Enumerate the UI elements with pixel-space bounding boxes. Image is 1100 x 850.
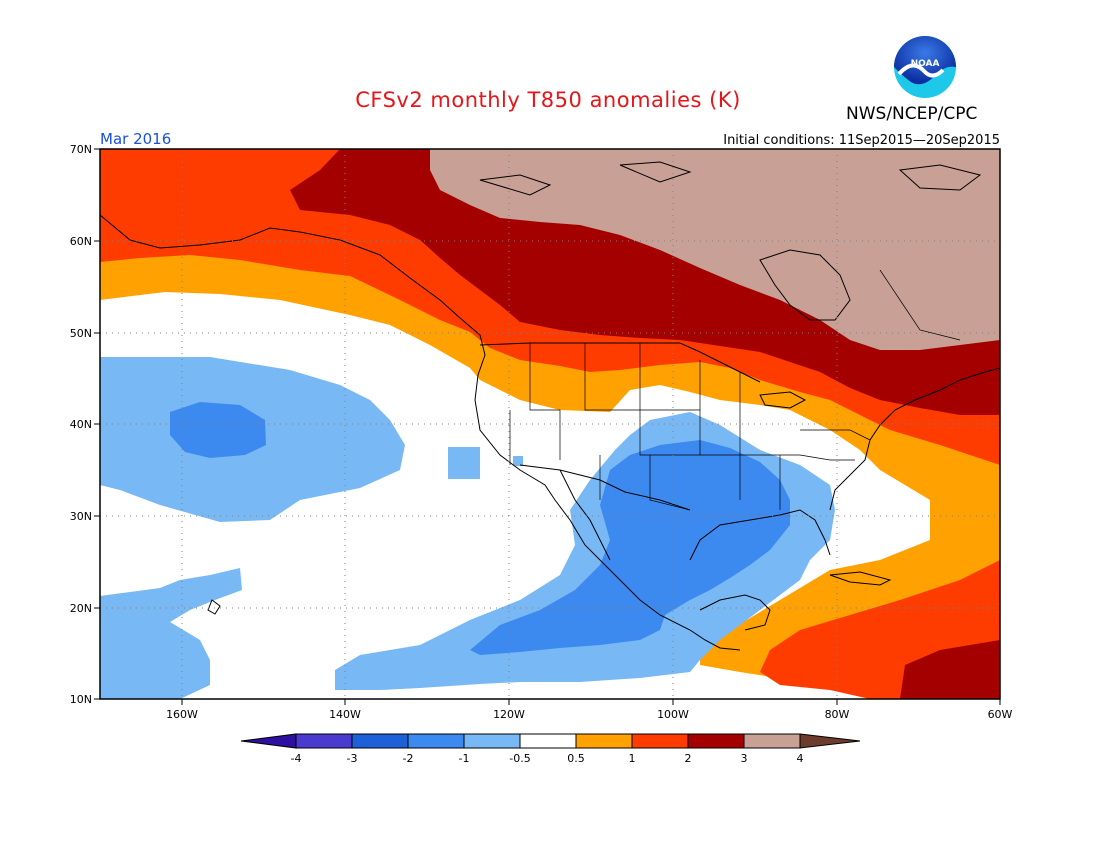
legend-arrow-low <box>240 733 297 749</box>
initial-conditions: Initial conditions: 11Sep2015—20Sep2015 <box>723 133 1000 148</box>
anomaly-region-cool-0.5-spot2 <box>513 456 523 466</box>
anomaly-region-warm-2-se <box>900 640 1000 699</box>
legend-label: 0.5 <box>567 752 585 765</box>
lon-label: 160W <box>166 708 198 721</box>
legend-arrow-high <box>799 733 861 749</box>
anomaly-region-cool-1-pacific <box>170 402 266 458</box>
legend-swatch <box>519 733 577 749</box>
legend-label: -4 <box>291 752 302 765</box>
map-title: CFSv2 monthly T850 anomalies (K) <box>355 88 741 112</box>
legend-label: -1 <box>459 752 470 765</box>
lat-labels: 70N 60N 50N 40N 30N 20N 10N <box>70 143 92 706</box>
lon-labels: 160W 140W 120W 100W 80W 60W <box>166 708 1012 721</box>
legend-swatch <box>575 733 633 749</box>
lat-label: 40N <box>70 418 92 431</box>
anomaly-region-warm-3 <box>430 149 1000 350</box>
anomaly-region-cool-0.5-hawaii <box>100 568 242 699</box>
color-legend: -4 -3 -2 -1 -0.5 0.5 1 2 3 4 <box>240 733 861 765</box>
lat-label: 50N <box>70 327 92 340</box>
legend-label: 1 <box>629 752 636 765</box>
lat-label: 70N <box>70 143 92 156</box>
anomaly-region-cool-1-conus <box>470 440 790 655</box>
lat-label: 10N <box>70 693 92 706</box>
lon-label: 80W <box>825 708 850 721</box>
legend-swatch <box>463 733 521 749</box>
legend-label: 3 <box>741 752 748 765</box>
legend-label: 4 <box>797 752 804 765</box>
lat-label: 30N <box>70 510 92 523</box>
political-boundaries <box>509 269 961 511</box>
anomaly-region-cool-0.5-spot <box>448 447 480 479</box>
lon-label: 100W <box>657 708 689 721</box>
legend-label: -0.5 <box>509 752 530 765</box>
graticule <box>100 149 1000 699</box>
legend-label: -3 <box>347 752 358 765</box>
legend-swatch <box>295 733 353 749</box>
legend-swatch <box>407 733 465 749</box>
lon-label: 120W <box>493 708 525 721</box>
legend-label: -2 <box>403 752 414 765</box>
agency-label: NWS/NCEP/CPC <box>846 104 978 124</box>
legend-swatch <box>351 733 409 749</box>
legend-swatch <box>631 733 689 749</box>
lon-label: 140W <box>329 708 361 721</box>
lat-label: 20N <box>70 602 92 615</box>
legend-label: 2 <box>685 752 692 765</box>
legend-swatch <box>687 733 745 749</box>
legend-swatch <box>743 733 801 749</box>
lat-label: 60N <box>70 235 92 248</box>
coastlines <box>100 161 1000 651</box>
forecast-period: Mar 2016 <box>100 130 172 148</box>
lon-label: 60W <box>988 708 1013 721</box>
axis-ticks <box>94 148 1001 705</box>
